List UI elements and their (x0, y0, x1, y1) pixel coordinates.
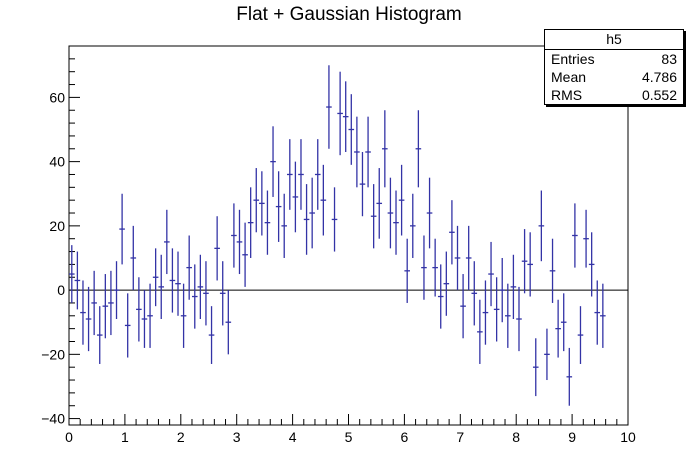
x-tick-label: 0 (65, 429, 73, 445)
x-tick-label: 3 (233, 429, 241, 445)
stats-entries-value: 83 (661, 51, 677, 67)
stats-mean-label: Mean (551, 69, 587, 85)
y-tick-label: −20 (41, 346, 65, 362)
x-tick-label: 7 (456, 429, 464, 445)
x-tick-label: 4 (289, 429, 297, 445)
stats-row-entries: Entries 83 (545, 50, 683, 68)
y-tick-label: 0 (57, 282, 65, 298)
x-tick-label: 8 (512, 429, 520, 445)
stats-histogram-name: h5 (545, 30, 683, 50)
y-tick-label: 60 (49, 89, 65, 105)
stats-rms-value: 0.552 (641, 87, 677, 103)
stats-box: h5 Entries 83 Mean 4.786 RMS 0.552 (544, 29, 684, 105)
stats-rms-label: RMS (551, 87, 583, 103)
x-tick-label: 10 (620, 429, 636, 445)
stats-entries-label: Entries (551, 51, 595, 67)
chart-title: Flat + Gaussian Histogram (236, 4, 462, 25)
stats-row-rms: RMS 0.552 (545, 86, 683, 104)
x-tick-label: 1 (121, 429, 129, 445)
x-tick-label: 5 (345, 429, 353, 445)
x-tick-label: 6 (401, 429, 409, 445)
y-tick-label: 40 (49, 154, 65, 170)
x-tick-label: 9 (568, 429, 576, 445)
x-tick-label: 2 (177, 429, 185, 445)
y-tick-label: 20 (49, 218, 65, 234)
stats-row-mean: Mean 4.786 (545, 68, 683, 86)
y-tick-label: −40 (41, 411, 65, 427)
stats-mean-value: 4.786 (641, 69, 677, 85)
